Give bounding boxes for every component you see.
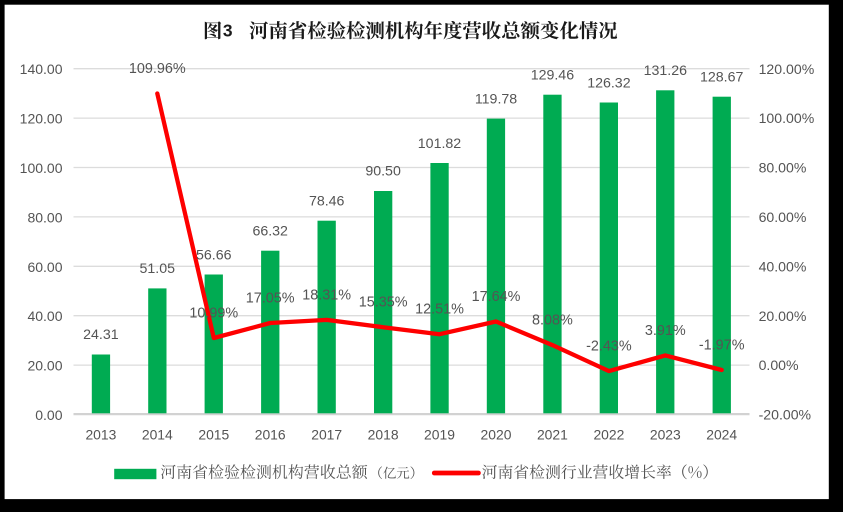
svg-text:60.00%: 60.00% xyxy=(759,209,807,225)
svg-text:131.26: 131.26 xyxy=(644,63,688,79)
svg-text:10.99%: 10.99% xyxy=(189,305,238,321)
svg-text:-20.00%: -20.00% xyxy=(759,407,812,423)
svg-text:2021: 2021 xyxy=(537,426,568,442)
svg-text:20.00%: 20.00% xyxy=(759,308,807,324)
svg-text:2016: 2016 xyxy=(255,426,286,442)
svg-text:18.31%: 18.31% xyxy=(302,287,351,303)
svg-text:51.05: 51.05 xyxy=(140,261,176,277)
svg-text:2020: 2020 xyxy=(481,426,512,442)
svg-text:2018: 2018 xyxy=(368,426,399,442)
svg-text:2019: 2019 xyxy=(424,426,455,442)
svg-text:-1.97%: -1.97% xyxy=(699,337,745,353)
svg-text:80.00%: 80.00% xyxy=(759,160,807,176)
svg-text:17.64%: 17.64% xyxy=(472,289,521,305)
svg-text:80.00: 80.00 xyxy=(27,209,62,225)
svg-text:2014: 2014 xyxy=(142,426,173,442)
svg-text:60.00: 60.00 xyxy=(27,259,62,275)
svg-text:120.00%: 120.00% xyxy=(759,61,815,77)
svg-text:129.46: 129.46 xyxy=(531,68,575,84)
svg-text:24.31: 24.31 xyxy=(83,327,119,343)
svg-text:0.00: 0.00 xyxy=(35,407,62,423)
svg-text:3.91%: 3.91% xyxy=(645,323,686,339)
svg-text:101.82: 101.82 xyxy=(418,136,462,152)
svg-text:12.51%: 12.51% xyxy=(415,302,464,318)
svg-text:40.00%: 40.00% xyxy=(759,258,807,274)
svg-text:3: 3 xyxy=(223,20,233,40)
svg-text:66.32: 66.32 xyxy=(252,224,288,240)
svg-text:-2.43%: -2.43% xyxy=(586,339,632,355)
svg-text:109.96%: 109.96% xyxy=(129,61,186,77)
svg-text:2023: 2023 xyxy=(650,426,681,442)
svg-text:2017: 2017 xyxy=(311,426,342,442)
svg-text:2013: 2013 xyxy=(85,426,116,442)
svg-text:40.00: 40.00 xyxy=(27,308,62,324)
svg-text:15.35%: 15.35% xyxy=(359,295,408,311)
svg-text:2022: 2022 xyxy=(593,426,624,442)
svg-text:100.00: 100.00 xyxy=(20,160,63,176)
svg-text:20.00: 20.00 xyxy=(27,358,62,374)
svg-text:2024: 2024 xyxy=(706,426,737,442)
svg-text:140.00: 140.00 xyxy=(20,61,63,77)
svg-text:0.00%: 0.00% xyxy=(759,357,799,373)
svg-text:120.00: 120.00 xyxy=(20,111,63,127)
svg-text:56.66: 56.66 xyxy=(196,247,232,263)
svg-text:128.67: 128.67 xyxy=(700,70,744,86)
svg-text:90.50: 90.50 xyxy=(365,164,401,180)
svg-text:2015: 2015 xyxy=(198,426,229,442)
svg-text:119.78: 119.78 xyxy=(475,91,517,107)
svg-text:17.05%: 17.05% xyxy=(246,290,295,306)
svg-text:100.00%: 100.00% xyxy=(759,110,815,126)
svg-text:126.32: 126.32 xyxy=(587,75,631,91)
svg-text:8.08%: 8.08% xyxy=(532,313,573,329)
svg-text:78.46: 78.46 xyxy=(309,194,345,210)
